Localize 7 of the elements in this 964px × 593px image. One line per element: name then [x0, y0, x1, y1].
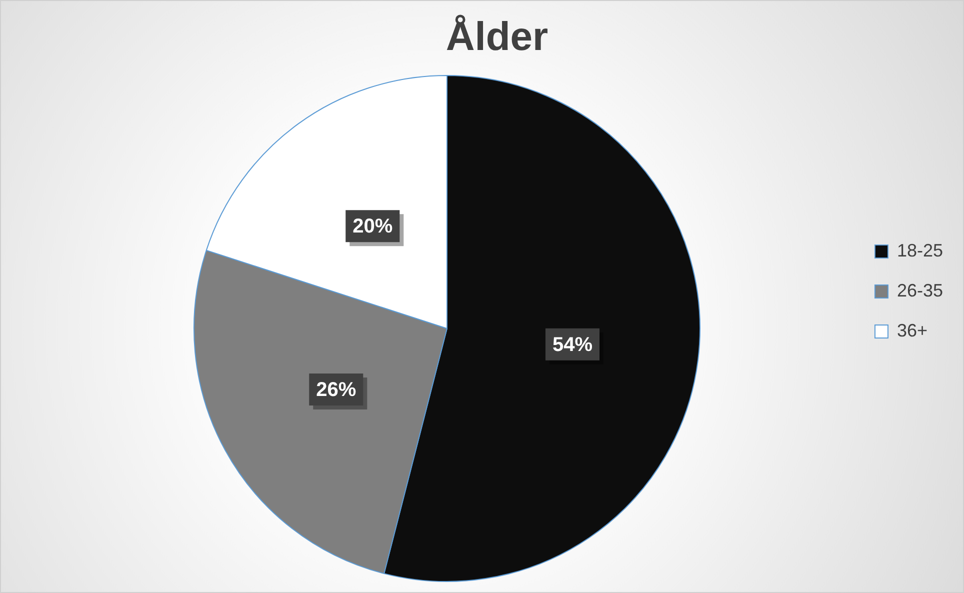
data-label: 26%: [316, 378, 356, 401]
legend-label: 26-35: [896, 280, 944, 300]
legend-label: 18-25: [896, 240, 944, 260]
data-label: 20%: [352, 216, 393, 238]
data-label: 54%: [552, 334, 593, 356]
legend-label: 36+: [896, 320, 928, 340]
chart-title: Ålder: [446, 14, 548, 60]
